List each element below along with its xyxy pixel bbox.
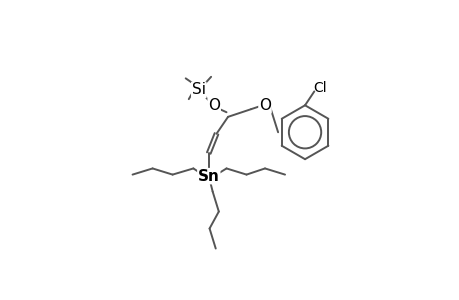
Text: Cl: Cl	[313, 81, 326, 94]
Text: Sn: Sn	[197, 169, 219, 184]
Text: O: O	[258, 98, 270, 113]
Text: O: O	[208, 98, 220, 113]
Text: Si: Si	[191, 82, 205, 98]
